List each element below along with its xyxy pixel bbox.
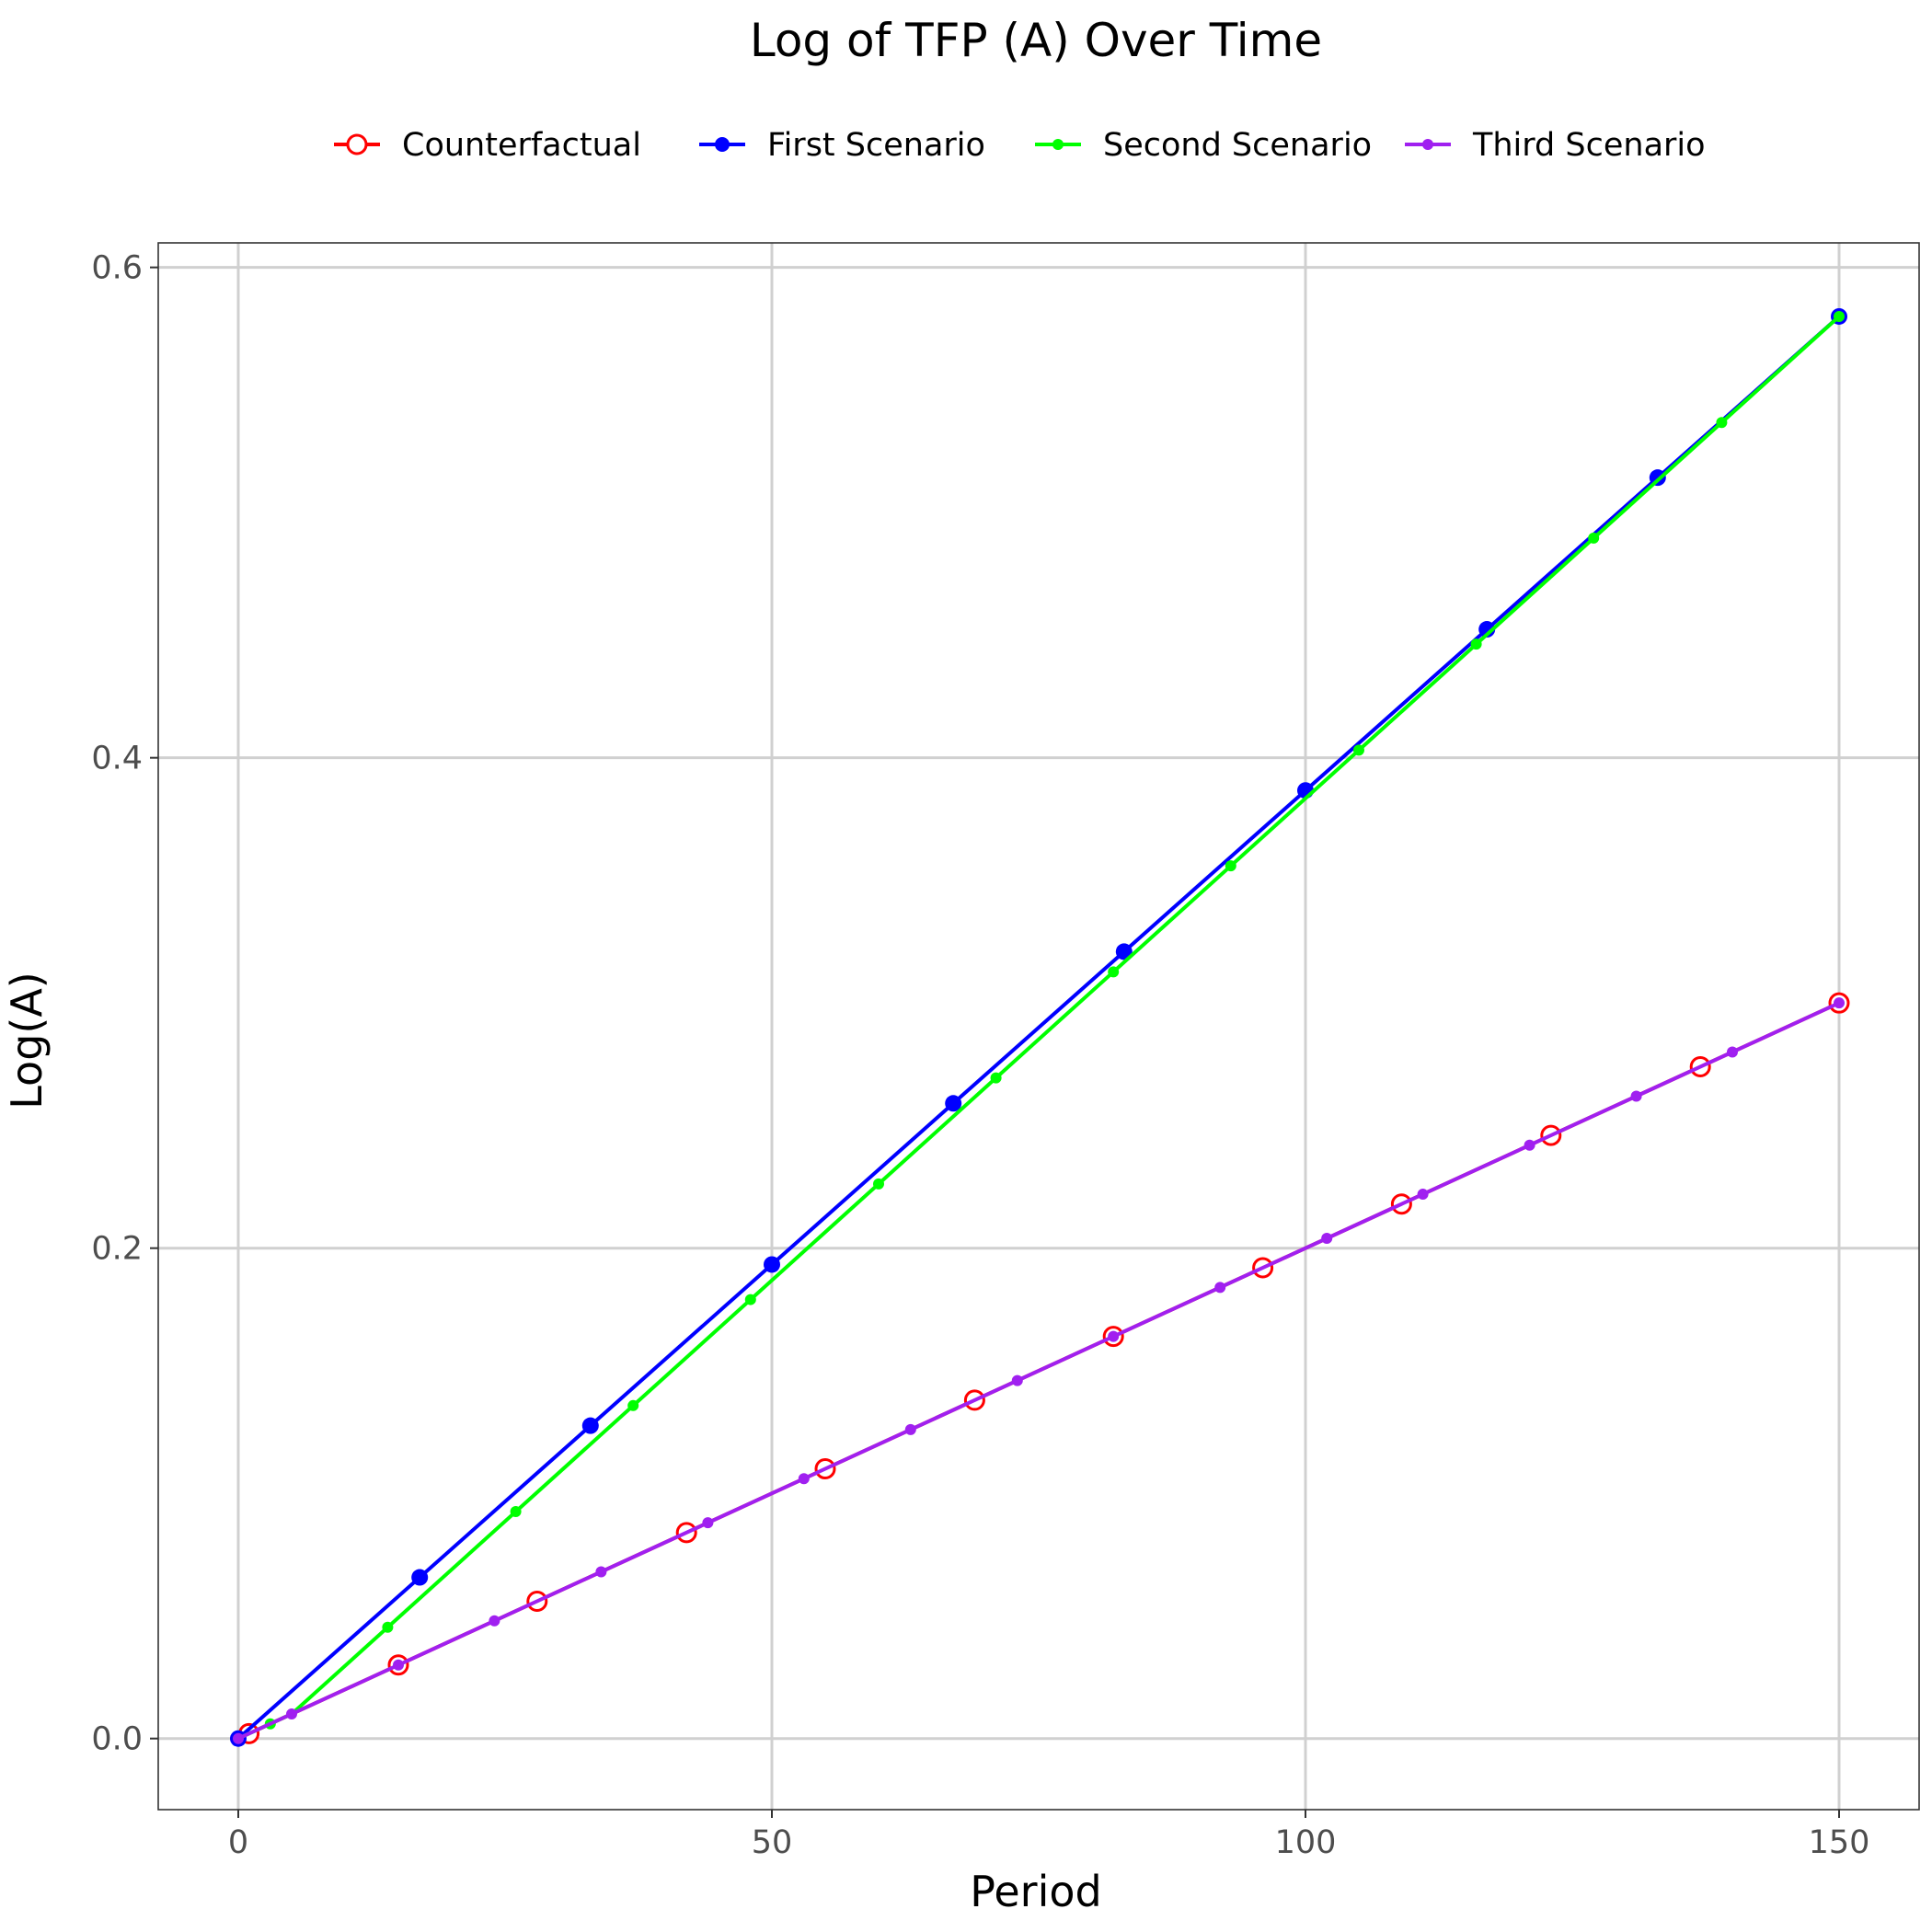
first-scenario-point xyxy=(1478,621,1496,638)
first-scenario-point xyxy=(1115,943,1133,960)
third-scenario-point xyxy=(1108,1330,1120,1342)
third-scenario-point xyxy=(1214,1282,1226,1294)
legend-label: First Scenario xyxy=(767,127,985,164)
first-scenario-point xyxy=(945,1095,962,1112)
panel-border xyxy=(157,242,1920,1811)
second-scenario-point xyxy=(382,1621,394,1633)
x-axis-ticks: 0 50 100 150 xyxy=(228,1810,1870,1861)
first-scenario-point xyxy=(411,1569,429,1586)
legend-label: Counterfactual xyxy=(402,127,641,164)
legend-item-first-scenario: First Scenario xyxy=(699,127,985,164)
first-scenario-point xyxy=(581,1417,599,1434)
third-scenario-point xyxy=(393,1659,404,1671)
legend-key-marker xyxy=(1052,139,1064,150)
legend-item-third-scenario: Third Scenario xyxy=(1405,127,1706,164)
second-scenario-point xyxy=(1108,966,1120,978)
x-tick-label: 100 xyxy=(1275,1824,1337,1861)
third-scenario-line xyxy=(237,1001,1840,1741)
y-axis-title: Log(A) xyxy=(2,972,52,1110)
second-scenario-point xyxy=(1716,417,1728,429)
second-scenario-point xyxy=(510,1506,522,1518)
third-scenario-point xyxy=(489,1615,500,1627)
third-scenario-point xyxy=(1630,1090,1642,1102)
y-axis-ticks: 0.0 0.2 0.4 0.6 xyxy=(91,250,158,1758)
x-tick-label: 150 xyxy=(1809,1824,1870,1861)
legend-item-counterfactual: Counterfactual xyxy=(334,127,641,164)
third-scenario-point xyxy=(1524,1139,1535,1151)
second-scenario-point xyxy=(744,1294,756,1305)
third-scenario-point xyxy=(904,1423,916,1435)
legend-key-marker xyxy=(1422,139,1433,150)
second-scenario-point xyxy=(1588,532,1600,544)
x-axis-title: Period xyxy=(970,1867,1101,1916)
third-scenario-point xyxy=(702,1517,714,1529)
legend: Counterfactual First Scenario Second Scena… xyxy=(334,127,1706,164)
y-tick-label: 0.4 xyxy=(91,741,143,777)
x-tick-label: 0 xyxy=(228,1824,248,1861)
first-scenario-point xyxy=(764,1256,780,1273)
third-scenario-point xyxy=(286,1708,297,1720)
y-tick-label: 0.2 xyxy=(91,1231,143,1268)
y-tick-label: 0.6 xyxy=(91,250,143,287)
legend-label: Second Scenario xyxy=(1103,127,1372,164)
third-scenario-series xyxy=(233,997,1845,1744)
chart-title: Log of TFP (A) Over Time xyxy=(750,14,1322,67)
second-scenario-point xyxy=(627,1399,639,1411)
second-scenario-point xyxy=(1834,310,1845,322)
third-scenario-point xyxy=(1417,1189,1429,1201)
plot-series xyxy=(230,307,1850,1747)
second-scenario-point xyxy=(1353,744,1364,756)
third-scenario-point xyxy=(1321,1233,1333,1245)
second-scenario-point xyxy=(990,1072,1002,1084)
third-scenario-point xyxy=(1727,1046,1738,1058)
y-tick-label: 0.0 xyxy=(91,1721,143,1758)
grid xyxy=(158,243,1919,1810)
third-scenario-point xyxy=(798,1473,810,1485)
legend-item-second-scenario: Second Scenario xyxy=(1035,127,1372,164)
legend-key-marker xyxy=(715,137,730,152)
second-scenario-point xyxy=(873,1178,884,1190)
legend-key-marker xyxy=(346,133,368,155)
third-scenario-point xyxy=(1834,997,1845,1009)
third-scenario-point xyxy=(233,1732,244,1744)
second-scenario-point xyxy=(1470,638,1482,650)
third-scenario-point xyxy=(595,1566,607,1578)
first-scenario-line xyxy=(236,315,1841,1741)
second-scenario-point xyxy=(1225,860,1236,872)
third-scenario-point xyxy=(1011,1374,1023,1386)
x-tick-label: 50 xyxy=(752,1824,793,1861)
legend-label: Third Scenario xyxy=(1472,127,1706,164)
